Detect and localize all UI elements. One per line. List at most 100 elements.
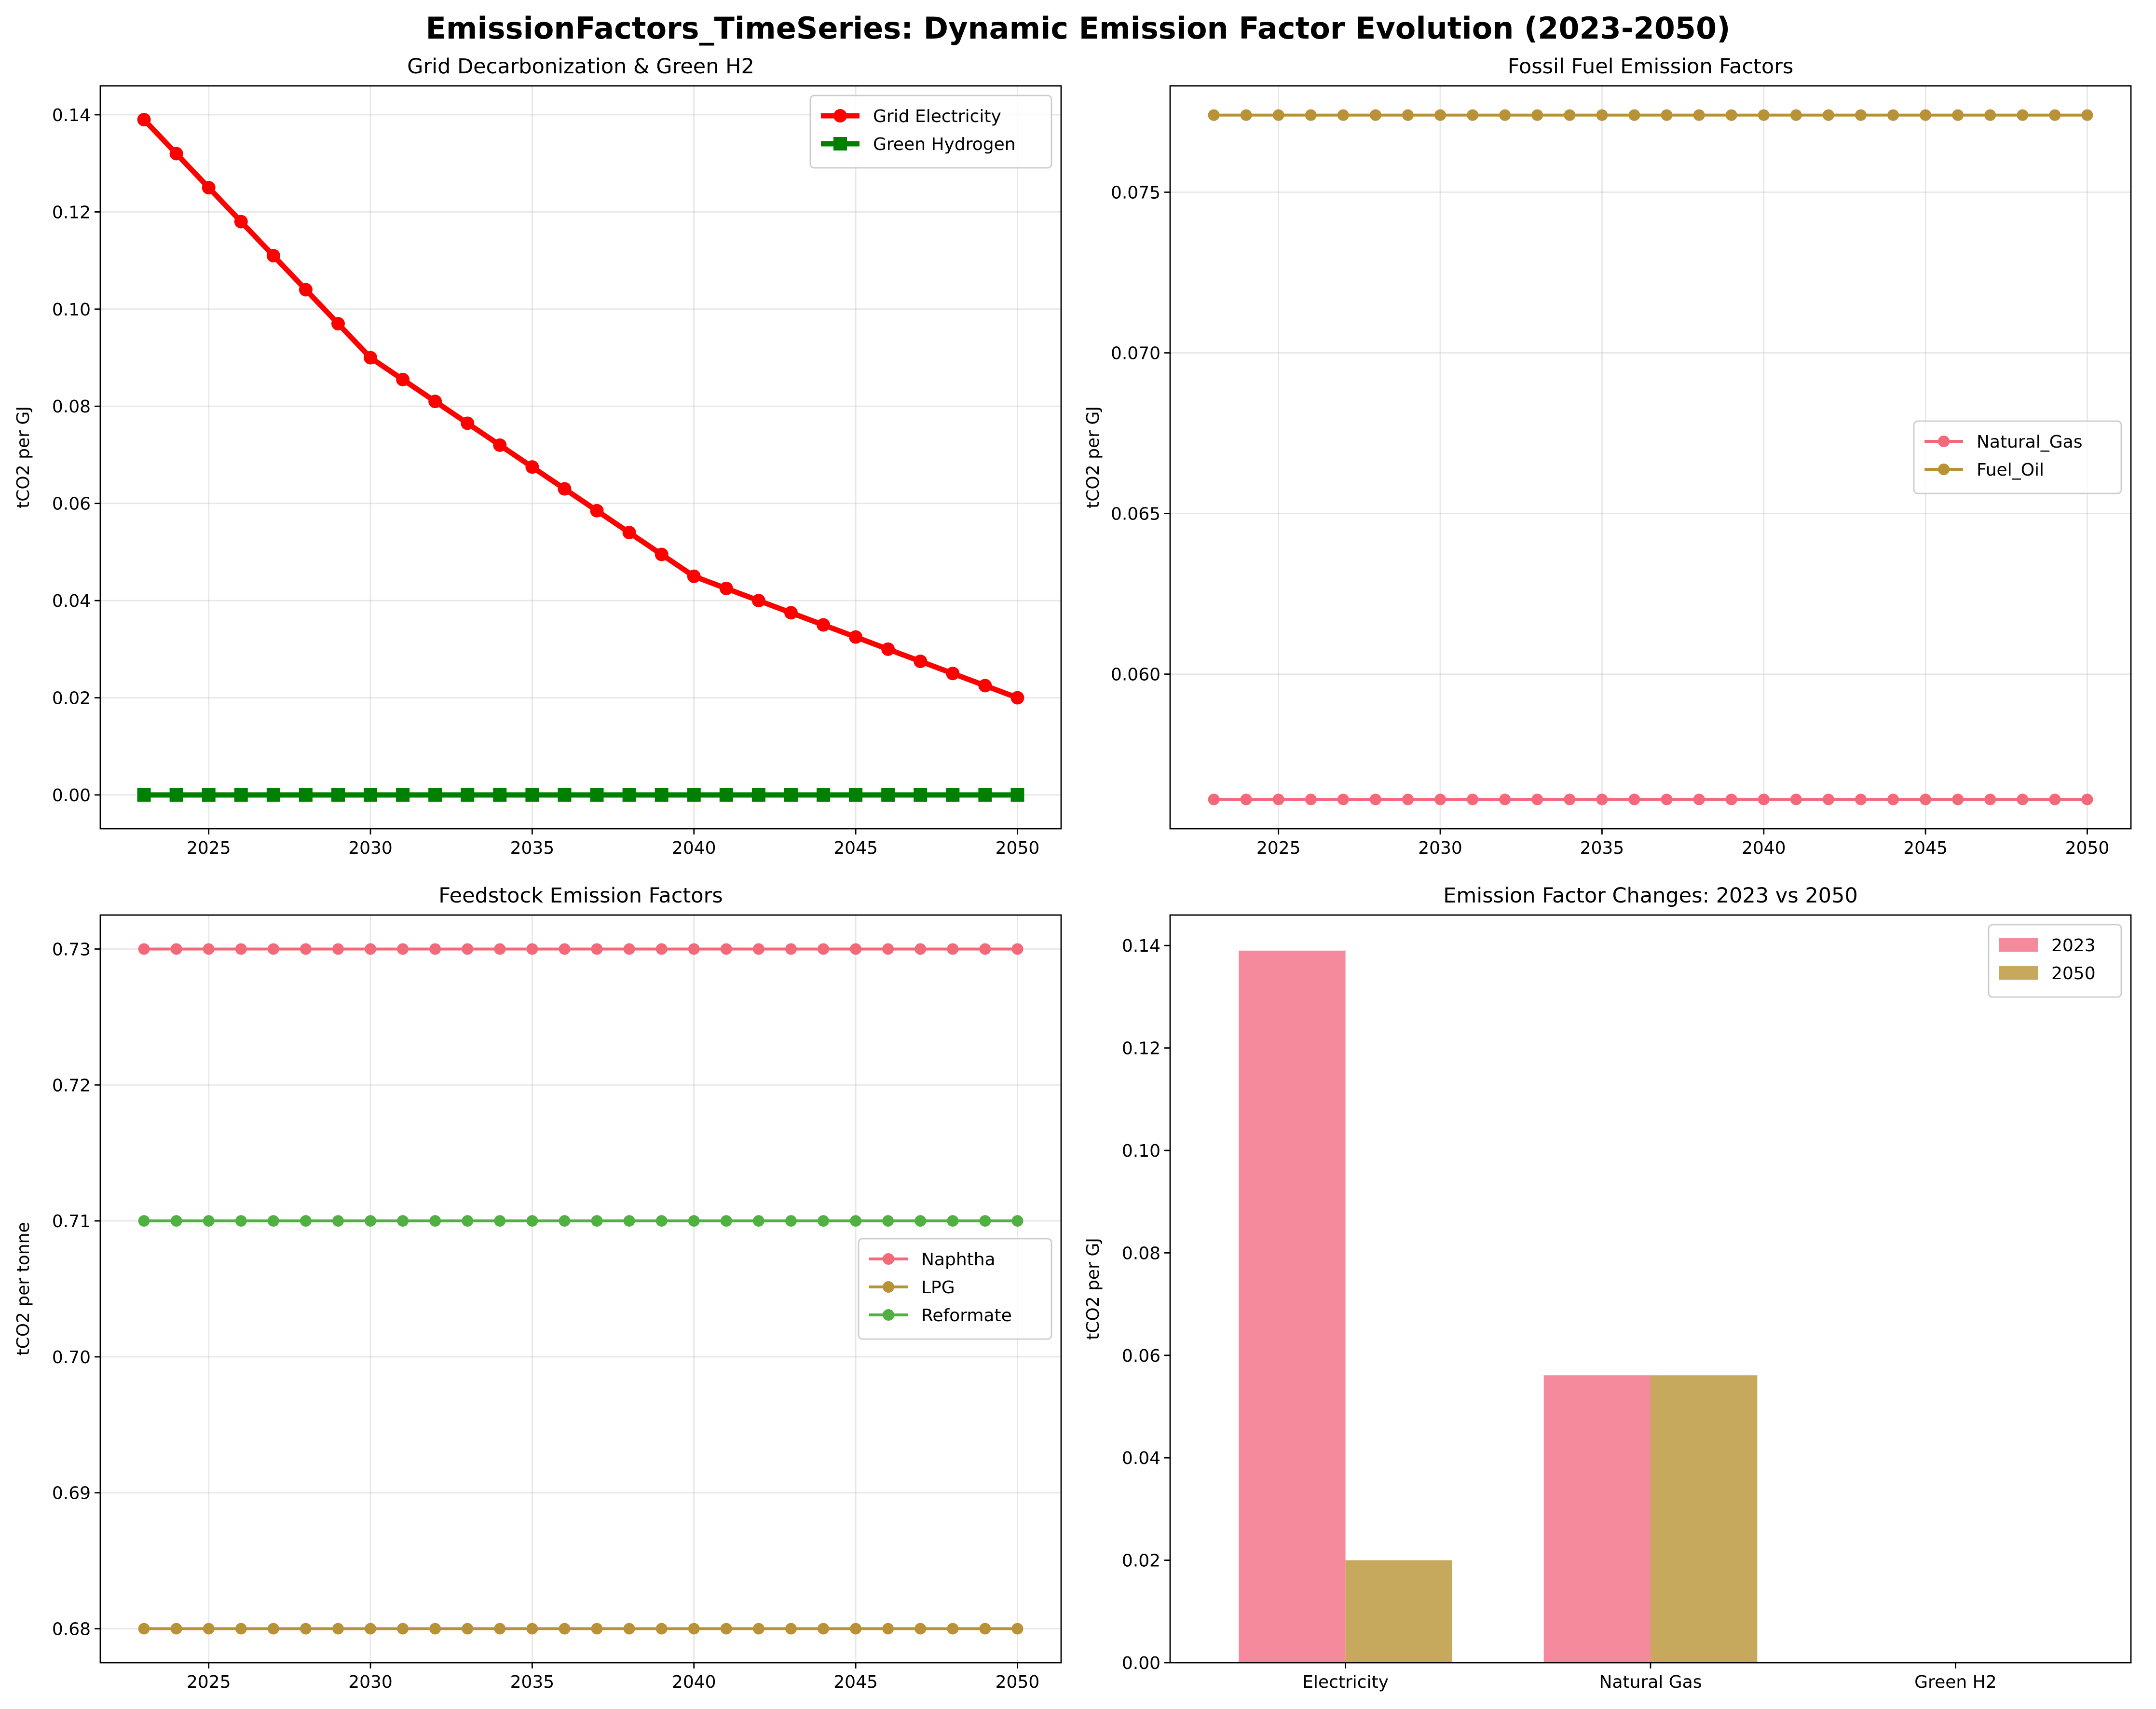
data-point xyxy=(267,943,279,955)
data-point xyxy=(1011,943,1023,955)
series-natural-gas xyxy=(1208,793,2093,806)
y-tick-label: 0.12 xyxy=(52,203,91,222)
data-point xyxy=(1952,109,1964,121)
data-point xyxy=(397,1215,409,1227)
axes-frame xyxy=(99,85,1062,830)
data-point xyxy=(234,788,248,802)
data-point xyxy=(428,788,442,802)
data-point xyxy=(2049,109,2061,121)
legend-item-green-hydrogen: Green Hydrogen xyxy=(821,135,1016,154)
data-point xyxy=(1467,793,1479,806)
legend-marker xyxy=(1938,436,1950,447)
data-point xyxy=(365,1623,377,1635)
data-point xyxy=(493,438,507,452)
y-tick-label: 0.070 xyxy=(1111,344,1160,364)
legend-swatch xyxy=(1999,938,2038,952)
data-point xyxy=(720,943,732,955)
legend-marker xyxy=(883,1281,894,1293)
legend-item-reformate: Reformate xyxy=(869,1306,1012,1326)
axes-frame xyxy=(1169,85,2132,830)
data-point xyxy=(2017,109,2029,121)
data-point xyxy=(752,1215,764,1227)
data-point xyxy=(1920,793,1932,806)
data-point xyxy=(623,1623,635,1635)
data-point xyxy=(299,788,313,802)
data-point xyxy=(818,1215,830,1227)
y-tick-label: 0.10 xyxy=(1122,1141,1160,1161)
data-point xyxy=(266,788,280,802)
data-point xyxy=(462,1623,474,1635)
y-tick-label: 0.68 xyxy=(52,1620,91,1640)
data-point xyxy=(462,1215,474,1227)
x-tick-label: Green H2 xyxy=(1914,1672,1996,1692)
data-point xyxy=(494,1623,506,1635)
data-point xyxy=(558,788,572,802)
data-point xyxy=(169,147,183,161)
data-point xyxy=(1725,793,1737,806)
data-point xyxy=(300,1623,312,1635)
series-green-hydrogen xyxy=(137,788,1024,802)
data-point xyxy=(2081,793,2093,806)
data-point xyxy=(299,283,313,297)
y-tick-label: 0.00 xyxy=(52,786,91,806)
data-point xyxy=(365,943,377,955)
data-point xyxy=(1855,793,1867,806)
data-point xyxy=(1790,793,1802,806)
data-point xyxy=(784,606,798,620)
data-point xyxy=(1208,109,1220,121)
data-point xyxy=(655,943,668,955)
data-point xyxy=(881,642,895,656)
data-point xyxy=(170,943,182,955)
data-point xyxy=(558,482,572,496)
y-tick-label: 0.14 xyxy=(52,106,91,125)
data-point xyxy=(493,788,507,802)
data-point xyxy=(203,1623,215,1635)
x-tick-label: 2045 xyxy=(1903,838,1948,858)
series-fuel-oil xyxy=(1208,109,2093,121)
data-point xyxy=(849,630,863,644)
data-point xyxy=(526,1215,538,1227)
data-point xyxy=(1499,109,1511,121)
panel-feedstock: 2025 2030 2035 2040 2045 2050 0.68 0.69 0.70 0.71… xyxy=(14,884,1062,1692)
data-point xyxy=(1887,793,1899,806)
data-point xyxy=(1822,109,1834,121)
data-point xyxy=(137,788,151,802)
y-tick-label: 0.14 xyxy=(1122,936,1160,956)
data-point xyxy=(914,655,928,669)
data-point xyxy=(429,943,441,955)
y-tick-label: 0.00 xyxy=(1122,1654,1160,1673)
data-point xyxy=(559,1215,571,1227)
legend: Naphtha LPG Reformate xyxy=(858,1238,1052,1340)
data-point xyxy=(785,1215,797,1227)
data-point xyxy=(1402,793,1414,806)
data-point xyxy=(526,1623,538,1635)
data-point xyxy=(1758,793,1770,806)
data-point xyxy=(331,317,345,331)
y-axis-label: tCO2 per GJ xyxy=(14,406,33,508)
bar xyxy=(1345,1560,1452,1663)
y-tick-label: 0.73 xyxy=(52,940,91,959)
data-point xyxy=(170,1215,182,1227)
data-point xyxy=(559,1623,571,1635)
data-point xyxy=(622,526,636,540)
data-point xyxy=(655,1623,668,1635)
axes-frame xyxy=(99,914,1062,1664)
x-tick-label: 2030 xyxy=(348,1672,393,1692)
data-point xyxy=(525,460,539,474)
y-tick-label: 0.71 xyxy=(52,1212,91,1231)
data-point xyxy=(396,788,410,802)
data-point xyxy=(332,1215,344,1227)
x-tick-label: 2050 xyxy=(996,838,1040,858)
data-point xyxy=(1693,109,1705,121)
data-point xyxy=(1434,793,1446,806)
series-reformate xyxy=(138,1215,1023,1227)
data-point xyxy=(947,943,959,955)
data-point xyxy=(914,943,927,955)
data-point xyxy=(2081,109,2093,121)
legend-item-naphtha: Naphtha xyxy=(869,1250,996,1270)
data-point xyxy=(202,181,216,195)
y-tick-label: 0.72 xyxy=(52,1076,91,1095)
data-point xyxy=(688,943,700,955)
data-point xyxy=(590,788,604,802)
